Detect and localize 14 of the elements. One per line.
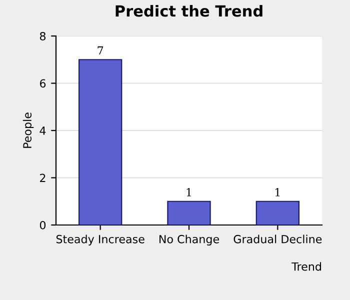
y-tick-label: 6 <box>40 79 46 88</box>
y-tick-label: 0 <box>40 220 46 230</box>
data-label: 1 <box>186 188 191 196</box>
chart-title: Predict the Trend <box>116 4 262 17</box>
data-label: 1 <box>275 188 280 196</box>
y-axis-title: People <box>22 112 34 148</box>
y-tick-label: 2 <box>40 174 46 182</box>
y-tick-label: 4 <box>40 126 46 135</box>
x-tick-label: No Change <box>160 234 219 246</box>
x-tick-label: Steady Increase <box>56 234 144 246</box>
x-tick-label: Gradual Decline <box>234 234 322 244</box>
y-tick-label: 8 <box>40 32 46 40</box>
data-label: 7 <box>98 46 104 55</box>
x-axis-title: Trend <box>292 262 321 271</box>
